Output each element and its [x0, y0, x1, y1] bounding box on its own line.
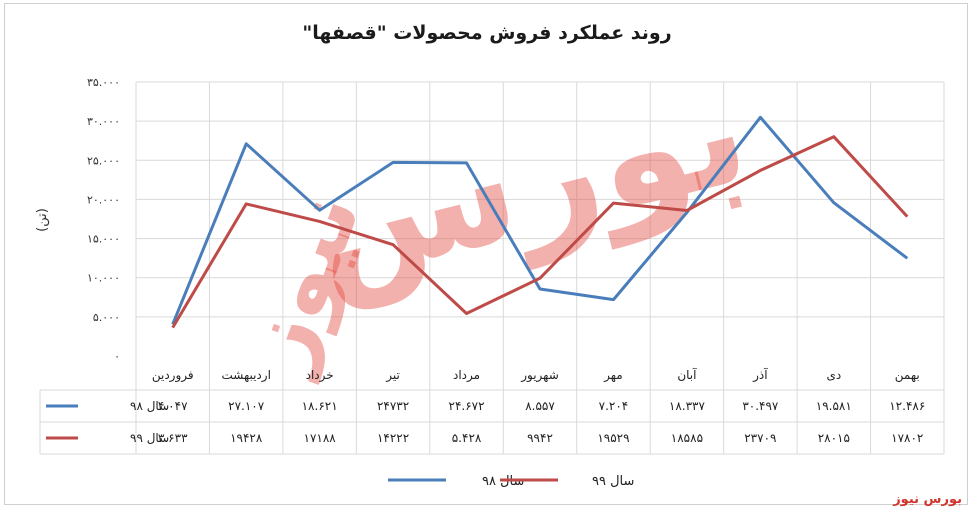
y-tick-label: ۱۰.۰۰۰: [87, 272, 120, 285]
x-tick-label: مهر: [603, 368, 623, 383]
legend-label-2: سال ۹۹: [592, 474, 634, 489]
x-tick-label: فروردین: [152, 368, 194, 383]
data-label: ۱۴۲۲۲: [377, 431, 409, 445]
y-tick-label: ۳۵.۰۰۰: [87, 76, 120, 89]
data-label: ۲۴.۶۷۲: [449, 399, 485, 413]
data-label: ۱۹.۵۸۱: [816, 399, 852, 413]
data-label: ۱۹۵۲۹: [597, 431, 629, 445]
y-tick-label: ۰: [114, 350, 120, 363]
series-line-2: [171, 135, 909, 329]
data-label: ۲۷.۱۰۷: [228, 399, 265, 413]
x-tick-label: خرداد: [306, 368, 334, 383]
x-tick-label: تیر: [385, 368, 400, 383]
data-label: ۵.۴۲۸: [452, 431, 482, 445]
data-label: ۲۸۰۱۵: [818, 431, 850, 445]
chart-title: روند عملکرد فروش محصولات "قصفها": [302, 22, 672, 44]
data-label: ۱۷۱۸۸: [304, 431, 337, 445]
series-line-1: [171, 115, 909, 325]
x-tick-label: مرداد: [453, 368, 480, 383]
data-label: ۳۰.۴۹۷: [742, 399, 779, 413]
x-tick-label: بهمن: [895, 368, 920, 383]
y-axis-label: (تن): [35, 208, 50, 232]
data-label: ۲۴۷۳۲: [377, 399, 409, 413]
chart-frame: [4, 3, 968, 505]
data-label: ۹۹۴۲: [527, 431, 553, 445]
x-tick-label: شهریور: [520, 368, 559, 383]
y-tick-label: ۵.۰۰۰: [93, 311, 120, 324]
y-tick-label: ۳۰.۰۰۰: [87, 115, 120, 128]
data-label: ۱۸۵۸۵: [671, 431, 703, 445]
y-tick-label: ۲۰.۰۰۰: [87, 193, 120, 206]
data-label: ۳.۶۳۳: [158, 431, 188, 445]
data-label: ۲۳۷۰۹: [744, 431, 776, 445]
data-label: ۱۸.۶۲۱: [302, 399, 338, 413]
y-tick-label: ۲۵.۰۰۰: [87, 154, 120, 167]
x-tick-label: آبان: [677, 367, 697, 382]
data-label: ۸.۵۵۷: [525, 399, 555, 413]
table-series-name: سال ۹۸: [130, 399, 169, 413]
data-label: ۴.۰۴۷: [158, 399, 188, 413]
data-label: ۱۲.۴۸۶: [889, 399, 925, 413]
data-label: ۱۸.۳۳۷: [669, 399, 706, 413]
data-label: ۷.۲۰۴: [599, 399, 629, 413]
y-tick-label: ۱۵.۰۰۰: [87, 233, 120, 246]
brand-logo-text: بورس نیوز: [893, 492, 962, 507]
x-tick-label: آذر: [752, 367, 768, 383]
data-label: ۱۹۴۲۸: [230, 431, 263, 445]
x-tick-label: دی: [826, 368, 841, 382]
table-series-name: سال ۹۹: [130, 431, 169, 445]
data-label: ۱۷۸۰۲: [891, 431, 923, 445]
x-tick-label: اردیبهشت: [221, 368, 270, 383]
